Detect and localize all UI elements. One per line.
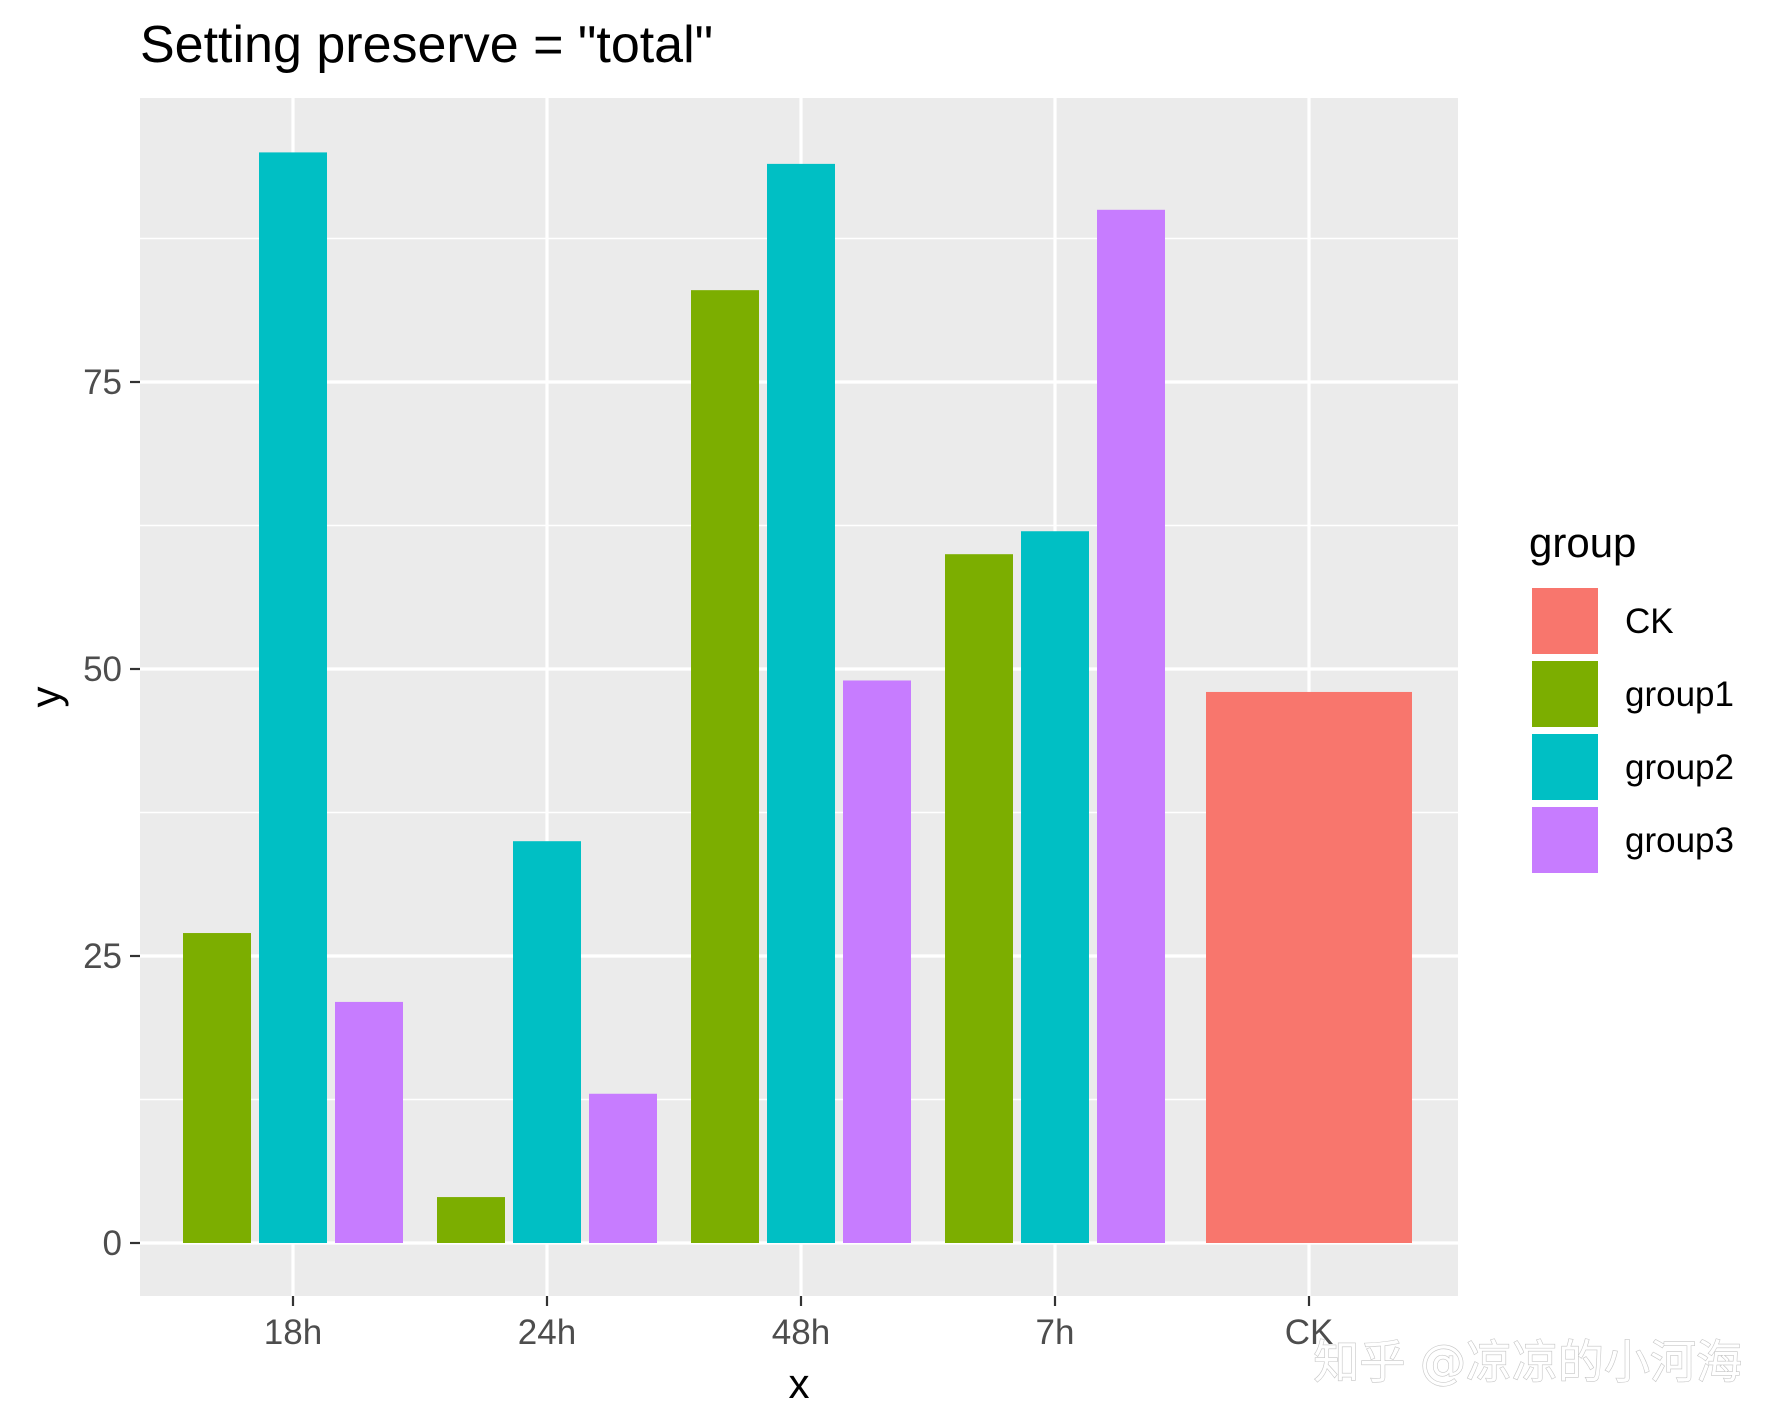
legend-label-CK: CK xyxy=(1625,602,1674,641)
y-tick-label: 25 xyxy=(83,937,122,976)
y-tick-label: 75 xyxy=(83,363,122,402)
legend-title: group xyxy=(1529,519,1636,566)
bar-group2-24h xyxy=(513,841,581,1243)
legend-label-group3: group3 xyxy=(1625,821,1734,860)
chart-title: Setting preserve = "total" xyxy=(140,16,713,74)
bar-group3-7h xyxy=(1097,209,1165,1243)
legend-key-group2 xyxy=(1530,732,1600,802)
x-axis: 18h 24h 48h 7h CK xyxy=(264,1296,1334,1352)
x-tick-label: CK xyxy=(1285,1313,1334,1352)
bar-group2-18h xyxy=(259,152,327,1243)
x-tick-label: 7h xyxy=(1036,1313,1075,1352)
x-tick-label: 18h xyxy=(264,1313,322,1352)
bar-group3-24h xyxy=(589,1093,657,1243)
bar-group2-48h xyxy=(767,163,835,1243)
bars xyxy=(183,152,1412,1243)
y-axis: 0 25 50 75 xyxy=(83,363,140,1263)
bar-group3-18h xyxy=(335,1001,403,1243)
legend-label-group2: group2 xyxy=(1625,748,1734,787)
x-tick-label: 48h xyxy=(772,1313,830,1352)
legend: group CK group1 group2 group3 xyxy=(1529,519,1734,875)
x-tick-label: 24h xyxy=(518,1313,576,1352)
watermark: 知乎 @凉凉的小河海 xyxy=(1313,1335,1742,1389)
y-axis-title: y xyxy=(22,687,69,708)
bar-group1-48h xyxy=(691,290,759,1243)
bar-group3-48h xyxy=(843,680,911,1243)
legend-key-group1 xyxy=(1530,659,1600,729)
y-tick-label: 50 xyxy=(83,650,122,689)
bar-group2-7h xyxy=(1021,531,1089,1243)
x-axis-title: x xyxy=(789,1360,810,1407)
legend-key-group3 xyxy=(1530,805,1600,875)
bar-group1-24h xyxy=(437,1197,505,1243)
bar-group1-7h xyxy=(945,554,1013,1243)
legend-key-CK xyxy=(1530,586,1600,656)
y-tick-label: 0 xyxy=(103,1224,122,1263)
bar-CK-CK xyxy=(1206,691,1412,1243)
legend-label-group1: group1 xyxy=(1625,675,1734,714)
bar-group1-18h xyxy=(183,933,251,1243)
